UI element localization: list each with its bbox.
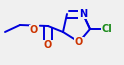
- Text: N: N: [79, 9, 87, 19]
- Text: O: O: [44, 40, 52, 50]
- Text: O: O: [75, 37, 83, 47]
- Text: Cl: Cl: [102, 24, 112, 34]
- Text: O: O: [30, 25, 38, 35]
